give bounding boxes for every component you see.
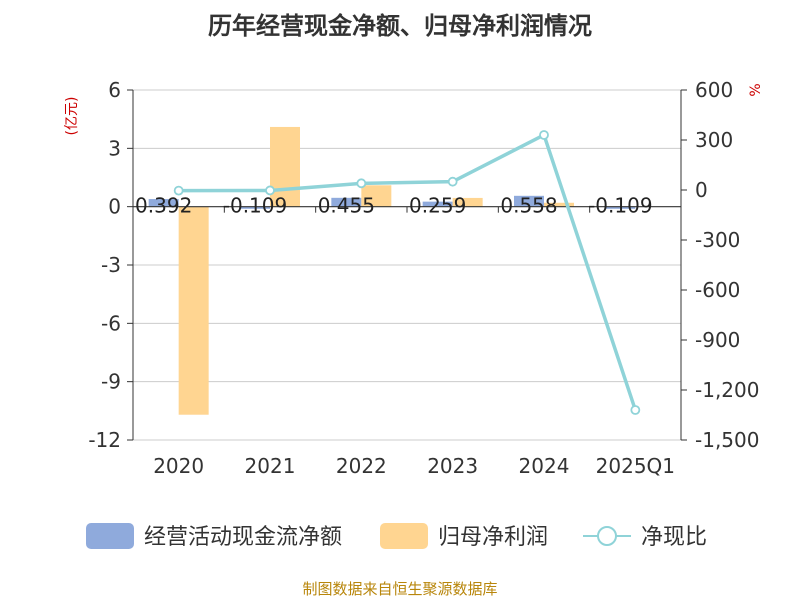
cashflow-bar xyxy=(422,201,453,207)
x-category-label: 2021 xyxy=(245,454,296,478)
cashflow-data-label: 0.392 xyxy=(135,194,192,218)
ratio-point xyxy=(173,185,184,196)
ratio-point xyxy=(539,130,549,140)
net-profit-bar xyxy=(452,197,483,207)
y-right-tick-label: 600 xyxy=(695,78,733,102)
y-left-unit: (亿元) xyxy=(64,97,80,136)
net-profit-bar xyxy=(544,202,574,207)
y-right-tick-label: 300 xyxy=(695,128,733,152)
legend-label: 经营活动现金流净额 xyxy=(144,525,342,550)
source-note: 制图数据来自恒生聚源数据库 xyxy=(302,580,498,598)
x-category-label: 2020 xyxy=(153,454,204,478)
cashflow-bar xyxy=(148,199,179,207)
cashflow-data-label: 0.259 xyxy=(409,194,466,218)
y-left-tick-label: -9 xyxy=(101,370,121,394)
y-left-tick-label: -6 xyxy=(101,311,121,335)
y-left-tick-label: 6 xyxy=(108,78,121,102)
legend-label: 归母净利润 xyxy=(438,525,548,550)
y-left-tick-label: -3 xyxy=(101,253,121,277)
ratio-point xyxy=(356,178,367,189)
y-right-tick-label: -300 xyxy=(695,228,740,252)
y-right-tick-label: -600 xyxy=(695,278,740,302)
x-category-label: 2022 xyxy=(336,454,387,478)
legend-marker xyxy=(597,526,617,546)
ratio-point xyxy=(447,176,458,187)
y-right-tick-label: -900 xyxy=(695,328,740,352)
net-profit-bar xyxy=(361,185,392,207)
cashflow-bar xyxy=(331,197,362,207)
x-category-label: 2025Q1 xyxy=(596,454,675,478)
y-right-unit: % xyxy=(748,83,764,96)
cashflow-data-label: 0.455 xyxy=(318,194,375,218)
legend-label: 净现比 xyxy=(641,525,707,550)
ratio-line xyxy=(178,132,637,411)
y-left-tick-label: 3 xyxy=(108,136,121,160)
cashflow-data-label: 0.558 xyxy=(500,194,557,218)
chart-title: 历年经营现金净额、归母净利润情况 xyxy=(208,12,592,40)
x-category-label: 2024 xyxy=(519,454,570,478)
cashflow-data-label: -0.109 xyxy=(588,194,652,218)
x-category-label: 2023 xyxy=(427,454,478,478)
ratio-point xyxy=(265,185,275,196)
cashflow-bar xyxy=(605,206,636,209)
y-right-tick-label: 0 xyxy=(695,178,708,202)
y-left-tick-label: -12 xyxy=(88,428,121,452)
net-profit-bar xyxy=(270,126,300,207)
y-left-tick-label: 0 xyxy=(108,195,121,219)
y-right-tick-label: -1,200 xyxy=(695,378,759,402)
legend-swatch xyxy=(380,523,428,549)
y-right-tick-label: -1,500 xyxy=(695,428,759,452)
cashflow-data-label: -0.109 xyxy=(223,194,287,218)
ratio-point xyxy=(630,405,641,415)
net-profit-bar xyxy=(178,206,209,415)
cashflow-bar xyxy=(514,195,544,207)
legend-swatch xyxy=(86,523,134,549)
cashflow-bar xyxy=(240,206,270,209)
